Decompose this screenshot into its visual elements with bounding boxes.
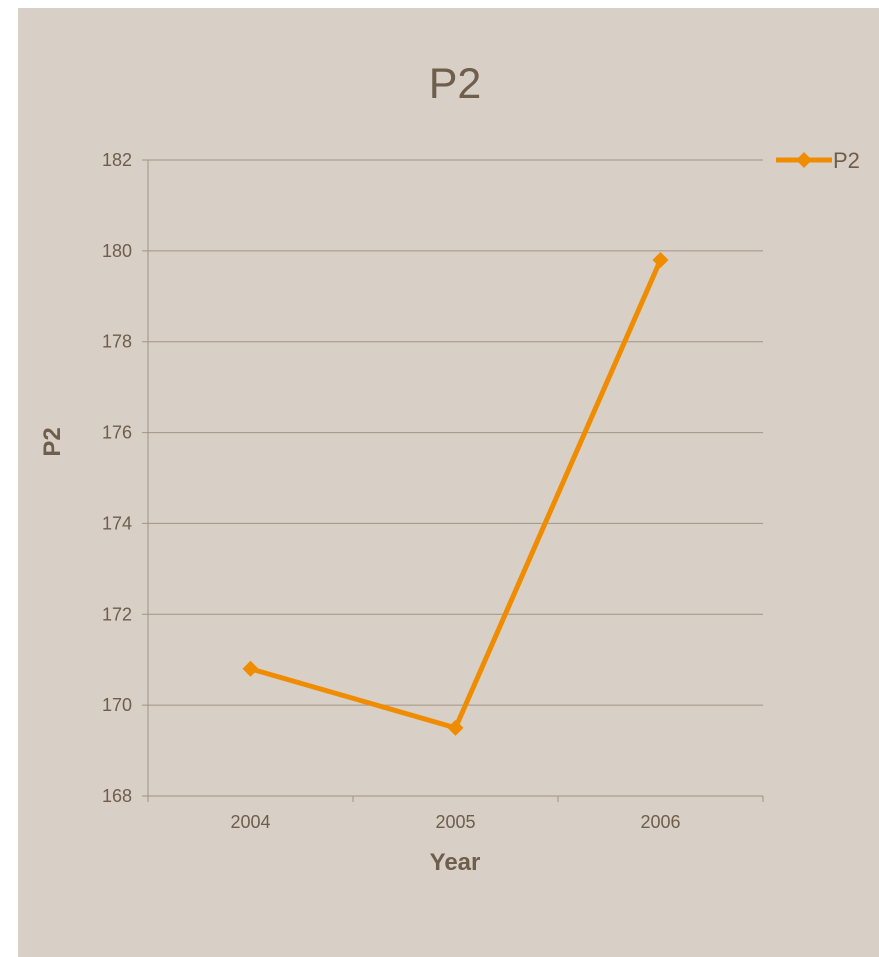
x-axis-ticks: 2004 2005 2006 [230,812,680,832]
legend-label-0: P2 [833,148,860,173]
y-axis-title: P2 [39,427,66,456]
series-layer [242,251,669,736]
y-tick-label-170: 170 [102,695,132,715]
data-point-2005 [447,719,464,736]
x-tick-label-2005: 2005 [435,812,475,832]
y-tick-label-174: 174 [102,513,132,533]
x-tick-label-2004: 2004 [230,812,270,832]
chart-area [18,8,879,957]
x-tick-label-2006: 2006 [640,812,680,832]
legend: P2 [776,148,860,173]
axes [147,160,764,802]
y-tick-label-176: 176 [102,423,132,443]
data-point-2006 [652,251,669,268]
y-axis-ticks: 168 170 172 174 176 178 180 182 [102,150,132,806]
y-tick-label-180: 180 [102,241,132,261]
y-tick-label-168: 168 [102,786,132,806]
data-point-2004 [242,660,259,677]
series-line-0 [249,258,663,731]
y-tick-label-172: 172 [102,604,132,624]
chart-title: P2 [429,60,482,108]
y-tick-label-178: 178 [102,332,132,352]
legend-marker-0 [796,152,812,168]
y-tick-label-182: 182 [102,150,132,170]
gridlines [142,159,763,797]
x-axis-title: Year [430,849,481,876]
